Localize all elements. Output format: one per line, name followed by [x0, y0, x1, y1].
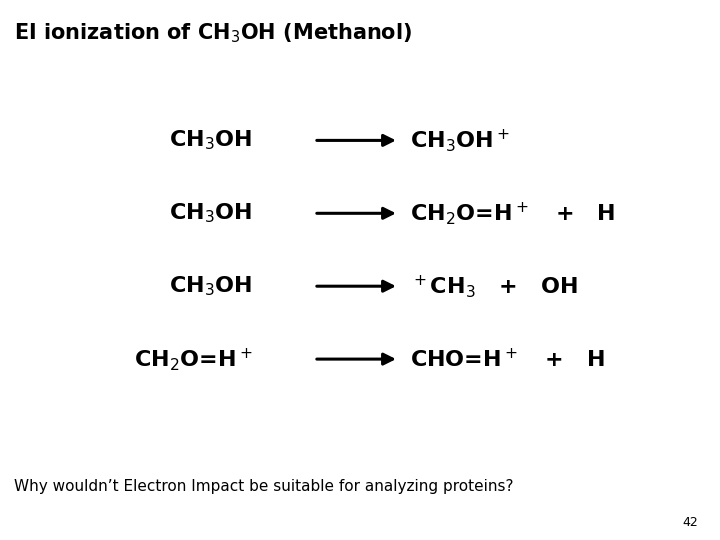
Text: CH$_3$OH: CH$_3$OH	[169, 129, 252, 152]
Text: $^+$CH$_3$   +   OH: $^+$CH$_3$ + OH	[410, 273, 579, 300]
Text: CH$_3$OH$^+$: CH$_3$OH$^+$	[410, 127, 510, 154]
Text: CH$_3$OH: CH$_3$OH	[169, 201, 252, 225]
Text: CH$_3$OH: CH$_3$OH	[169, 274, 252, 298]
Text: CH$_2$O=H$^+$   +   H: CH$_2$O=H$^+$ + H	[410, 200, 616, 227]
Text: CH$_2$O=H$^+$: CH$_2$O=H$^+$	[133, 346, 252, 373]
Text: CHO=H$^+$   +   H: CHO=H$^+$ + H	[410, 347, 605, 371]
Text: Why wouldn’t Electron Impact be suitable for analyzing proteins?: Why wouldn’t Electron Impact be suitable…	[14, 478, 514, 494]
Text: EI ionization of CH$_3$OH (Methanol): EI ionization of CH$_3$OH (Methanol)	[14, 22, 413, 45]
Text: 42: 42	[683, 516, 698, 529]
